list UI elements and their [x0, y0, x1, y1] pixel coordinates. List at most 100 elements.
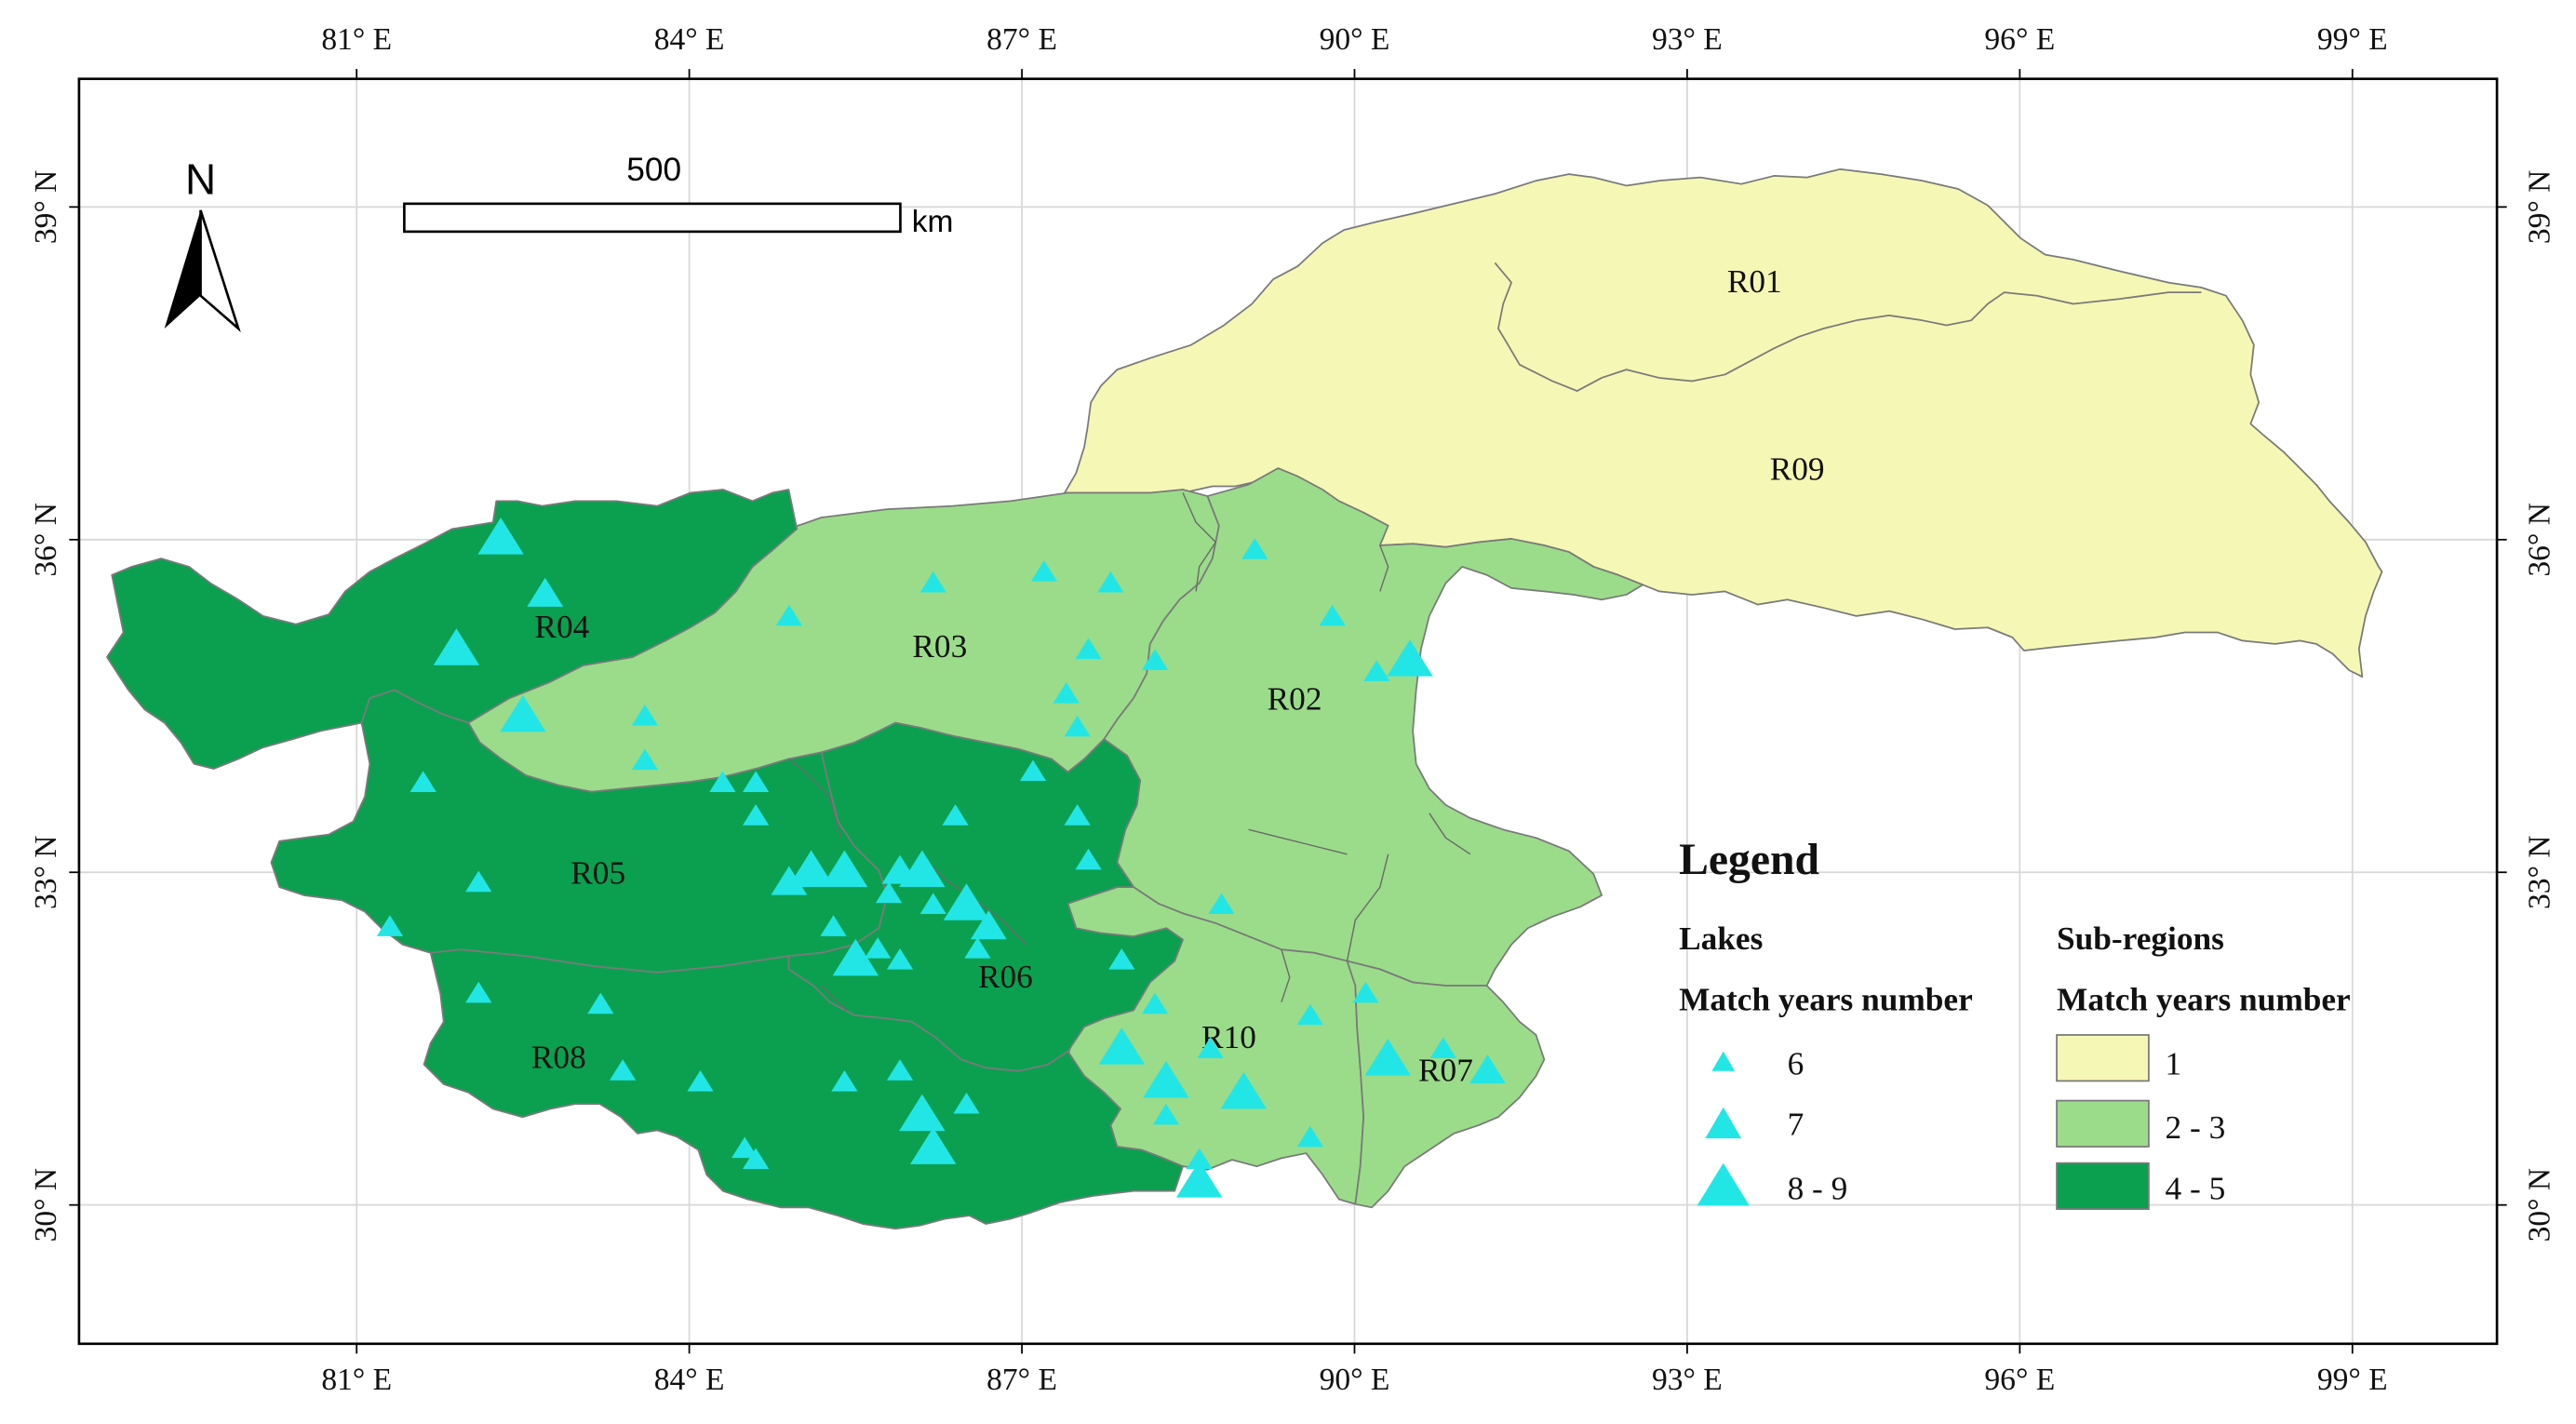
lake-marker [865, 937, 892, 959]
lake-marker [1296, 1003, 1323, 1026]
lake-marker [743, 771, 770, 792]
subregion-layer [106, 168, 2383, 1230]
lake-marker [1175, 1161, 1223, 1198]
lake-marker [687, 1070, 714, 1092]
lake-marker [1064, 804, 1091, 826]
legend: Legend Lakes Match years number Sub-regi… [1679, 836, 2351, 1210]
legend-subregion-class-1: 2 - 3 [2166, 1109, 2226, 1146]
region-r04 [106, 489, 798, 770]
lake-marker [886, 947, 914, 970]
lon-tick-label: 96° E [1984, 22, 2055, 57]
lat-tick-label: 39° N [29, 170, 63, 245]
lat-labels-left: 39° N 36° N 33° N 30° N [29, 170, 79, 1242]
lake-marker [1220, 1071, 1268, 1109]
region-label-r01: R01 [1727, 263, 1782, 300]
legend-swatch-class-1 [2056, 1034, 2150, 1082]
lon-tick-label: 87° E [986, 1363, 1057, 1397]
lake-marker [1364, 1039, 1411, 1076]
lake-marker [743, 1148, 770, 1170]
lake-marker [1108, 947, 1135, 970]
lake-marker [910, 1127, 957, 1164]
lake-marker [465, 870, 492, 893]
lake-marker [1197, 1037, 1224, 1058]
lon-tick-label: 90° E [1320, 22, 1390, 57]
legend-lake-class-2: 8 - 9 [1788, 1170, 1848, 1206]
lon-tick-label: 90° E [1320, 1363, 1390, 1397]
lake-marker-layer [376, 517, 1506, 1198]
lake-marker [1363, 660, 1390, 681]
lon-tick-label: 96° E [1984, 1363, 2055, 1397]
lake-marker [1141, 992, 1169, 1014]
region-r08 [423, 948, 1184, 1230]
lake-marker [1075, 848, 1102, 870]
lon-tick-label: 84° E [654, 22, 725, 57]
lake-marker [1186, 1148, 1213, 1170]
region-r07 [1346, 960, 1546, 1209]
lake-marker [1429, 1037, 1456, 1058]
lake-marker [899, 850, 946, 888]
lake-marker [1141, 649, 1169, 670]
lon-tick-label: 99° E [2317, 1363, 2388, 1397]
region-label-r06: R06 [978, 959, 1033, 995]
lon-tick-label: 99° E [2317, 22, 2388, 57]
lake-marker [610, 1059, 637, 1081]
lake-marker [1152, 1103, 1180, 1125]
lat-tick-label: 36° N [29, 503, 63, 577]
lon-tick-label: 93° E [1652, 1363, 1723, 1397]
legend-lakes-heading: Lakes [1679, 920, 1763, 957]
legend-lake-symbol-medium [1705, 1107, 1742, 1139]
lake-marker [775, 604, 802, 626]
lake-marker [409, 771, 436, 792]
lake-marker [1387, 639, 1433, 677]
lon-tick-label: 84° E [654, 1363, 725, 1397]
legend-lake-symbol-large [1697, 1162, 1750, 1206]
lake-marker [631, 748, 659, 771]
lake-marker [831, 1070, 858, 1092]
north-arrow-label: N [185, 154, 216, 203]
legend-lake-class-1: 7 [1788, 1107, 1805, 1143]
lake-marker [1319, 604, 1346, 626]
lake-marker [477, 517, 524, 555]
lake-marker [1030, 560, 1058, 582]
lake-marker [731, 1136, 758, 1159]
legend-title: Legend [1679, 836, 1819, 884]
lake-marker [376, 915, 404, 936]
lake-marker [1296, 1125, 1323, 1148]
lake-marker [886, 1059, 914, 1081]
lake-marker [1352, 981, 1379, 1003]
legend-lake-symbol-small [1711, 1051, 1736, 1071]
lake-marker [970, 910, 1007, 940]
legend-lakes-subheading: Match years number [1679, 982, 1973, 1018]
lake-marker [1469, 1055, 1506, 1084]
legend-subregion-class-0: 1 [2166, 1045, 2182, 1081]
lat-labels-right: 39° N 36° N 33° N 30° N [2497, 170, 2557, 1242]
legend-subregions-heading: Sub-regions [2057, 920, 2224, 957]
lon-labels-bottom: 81° E 84° E 87° E 90° E 93° E 96° E 99° E [321, 1343, 2388, 1397]
lake-marker [821, 850, 868, 888]
lake-marker [964, 937, 991, 959]
scale-bar: 500 km [403, 152, 953, 239]
legend-swatch-class-4-5 [2056, 1162, 2150, 1210]
lat-tick-label: 39° N [2523, 170, 2557, 245]
lake-marker [1208, 893, 1235, 915]
lake-marker [709, 771, 736, 792]
lake-marker [832, 938, 879, 976]
lake-marker [953, 1092, 980, 1114]
lake-marker [743, 804, 770, 826]
lake-marker [631, 704, 659, 726]
lon-labels-top: 81° E 84° E 87° E 90° E 93° E 96° E 99° E [321, 22, 2388, 79]
lat-tick-label: 33° N [29, 835, 63, 909]
lat-tick-label: 33° N [2523, 835, 2557, 909]
legend-swatch-class-2-3 [2056, 1099, 2150, 1148]
lake-marker [943, 883, 990, 920]
north-arrow-icon [164, 209, 201, 329]
scale-bar-value: 500 [626, 152, 681, 188]
lake-marker [899, 1094, 946, 1132]
lake-marker [433, 628, 480, 665]
lake-marker [1064, 715, 1091, 737]
region-label-r05: R05 [570, 855, 625, 892]
lake-marker [587, 992, 614, 1014]
region-label-r09: R09 [1770, 450, 1825, 487]
